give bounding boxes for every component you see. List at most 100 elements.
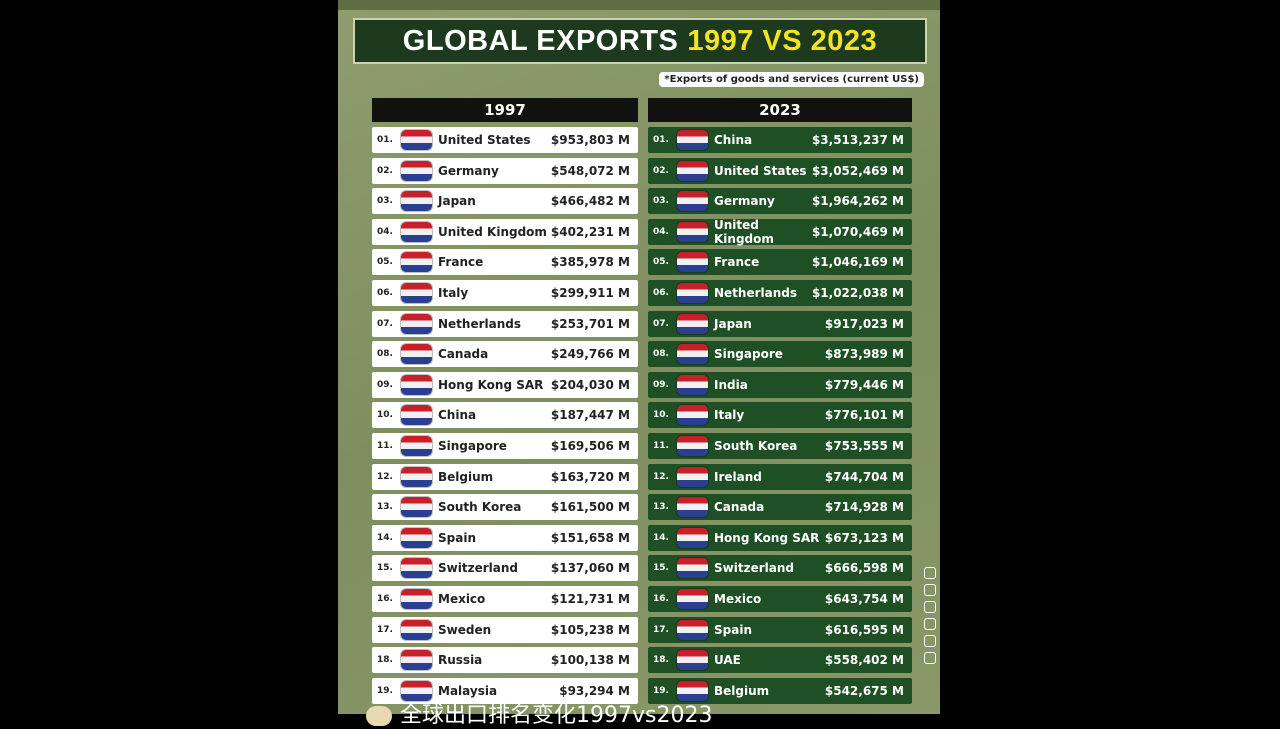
title-box: GLOBAL EXPORTS 1997 VS 2023 xyxy=(353,18,927,64)
export-value: $253,701 M xyxy=(550,316,630,331)
table-row: 05. France $1,046,169 M xyxy=(648,249,912,276)
export-value: $666,598 M xyxy=(824,561,904,576)
caption: 全球出口排名变化1997vs2023 xyxy=(400,703,713,728)
rank: 14. xyxy=(653,532,669,543)
country: Belgium xyxy=(438,469,494,484)
export-value: $385,978 M xyxy=(550,255,630,270)
export-value: $542,675 M xyxy=(824,683,904,698)
icon xyxy=(924,584,936,596)
country: China xyxy=(438,408,477,423)
table-row: 17. Sweden $105,238 M xyxy=(372,616,638,643)
table-row: 10. Italy $776,101 M xyxy=(648,402,912,429)
flag xyxy=(677,313,708,334)
export-value: $673,123 M xyxy=(824,530,904,545)
rank: 16. xyxy=(653,593,669,604)
country: India xyxy=(714,377,748,392)
table-row: 05. France $385,978 M xyxy=(372,249,638,276)
flag xyxy=(677,680,708,701)
export-value: $151,658 M xyxy=(550,530,630,545)
country: Switzerland xyxy=(714,561,794,576)
table-row: 03. Japan $466,482 M xyxy=(372,188,638,215)
flag xyxy=(401,282,432,303)
top-strip xyxy=(338,0,940,10)
flag xyxy=(677,374,708,395)
country: Italy xyxy=(438,285,469,300)
export-value: $779,446 M xyxy=(824,377,904,392)
rank: 03. xyxy=(653,196,669,207)
table-row: 14. Spain $151,658 M xyxy=(372,524,638,551)
export-value: $1,046,169 M xyxy=(811,255,904,270)
rank: 11. xyxy=(377,440,393,451)
country: Russia xyxy=(438,653,483,668)
table-row: 04. United Kingdom $402,231 M xyxy=(372,218,638,245)
flag xyxy=(677,282,708,303)
flag xyxy=(401,405,432,426)
export-value: $100,138 M xyxy=(550,653,630,668)
country: Canada xyxy=(438,347,489,362)
flag xyxy=(677,650,708,671)
country: Malaysia xyxy=(438,683,498,698)
rank: 17. xyxy=(653,624,669,635)
table-row: 15. Switzerland $666,598 M xyxy=(648,555,912,582)
table-row: 01. United States $953,803 M xyxy=(372,127,638,153)
table-row: 03. Germany $1,964,262 M xyxy=(648,188,912,215)
export-value: $105,238 M xyxy=(550,622,630,637)
rank: 12. xyxy=(377,471,393,482)
country: South Korea xyxy=(438,500,522,515)
note: *Exports of goods and services (current … xyxy=(659,72,924,87)
flag xyxy=(401,374,432,395)
table-row: 16. Mexico $121,731 M xyxy=(372,585,638,612)
country: France xyxy=(438,255,484,270)
country: Netherlands xyxy=(438,316,522,331)
flag xyxy=(677,344,708,365)
table-row: 12. Ireland $744,704 M xyxy=(648,463,912,490)
export-value: $548,072 M xyxy=(550,163,630,178)
rank: 05. xyxy=(377,257,393,268)
flag xyxy=(677,252,708,273)
table-row: 19. Malaysia $93,294 M xyxy=(372,677,638,704)
rank: 06. xyxy=(653,287,669,298)
table-row: 18. UAE $558,402 M xyxy=(648,647,912,674)
flag xyxy=(401,680,432,701)
rank: 15. xyxy=(653,563,669,574)
country: United States xyxy=(438,133,531,147)
rank: 16. xyxy=(377,593,393,604)
rank: 17. xyxy=(377,624,393,635)
export-value: $1,022,038 M xyxy=(811,285,904,300)
table-1997: 1997 01. United States $953,803 M 02. Germany… xyxy=(372,98,638,708)
table-header: 2023 xyxy=(648,98,912,122)
flag xyxy=(401,344,432,365)
country: South Korea xyxy=(714,438,798,453)
flag xyxy=(401,252,432,273)
table-row: 07. Netherlands $253,701 M xyxy=(372,310,638,337)
rank: 05. xyxy=(653,257,669,268)
table-row: 09. India $779,446 M xyxy=(648,371,912,398)
export-value: $753,555 M xyxy=(824,438,904,453)
avatar xyxy=(366,706,392,726)
export-value: $917,023 M xyxy=(824,316,904,331)
export-value: $873,989 M xyxy=(824,347,904,362)
export-value: $953,803 M xyxy=(550,133,630,147)
rank: 04. xyxy=(377,226,393,237)
table-header: 1997 xyxy=(372,98,638,122)
export-value: $3,052,469 M xyxy=(811,163,904,178)
table-row: 09. Hong Kong SAR $204,030 M xyxy=(372,371,638,398)
table-row: 08. Singapore $873,989 M xyxy=(648,341,912,368)
flag xyxy=(401,221,432,242)
infographic: GLOBAL EXPORTS 1997 VS 2023 *Exports of … xyxy=(338,0,940,714)
table-row: 18. Russia $100,138 M xyxy=(372,647,638,674)
export-value: $1,070,469 M xyxy=(811,224,904,239)
flag xyxy=(401,558,432,579)
rank: 01. xyxy=(377,135,393,145)
table-row: 01. China $3,513,237 M xyxy=(648,127,912,153)
table-row: 08. Canada $249,766 M xyxy=(372,341,638,368)
table-row: 06. Italy $299,911 M xyxy=(372,279,638,306)
table-row: 10. China $187,447 M xyxy=(372,402,638,429)
country: Italy xyxy=(714,408,745,423)
country: Netherlands xyxy=(714,285,798,300)
export-value: $299,911 M xyxy=(550,285,630,300)
flag xyxy=(401,619,432,640)
rank: 04. xyxy=(653,226,669,237)
icon xyxy=(924,635,936,647)
export-value: $3,513,237 M xyxy=(811,133,904,147)
